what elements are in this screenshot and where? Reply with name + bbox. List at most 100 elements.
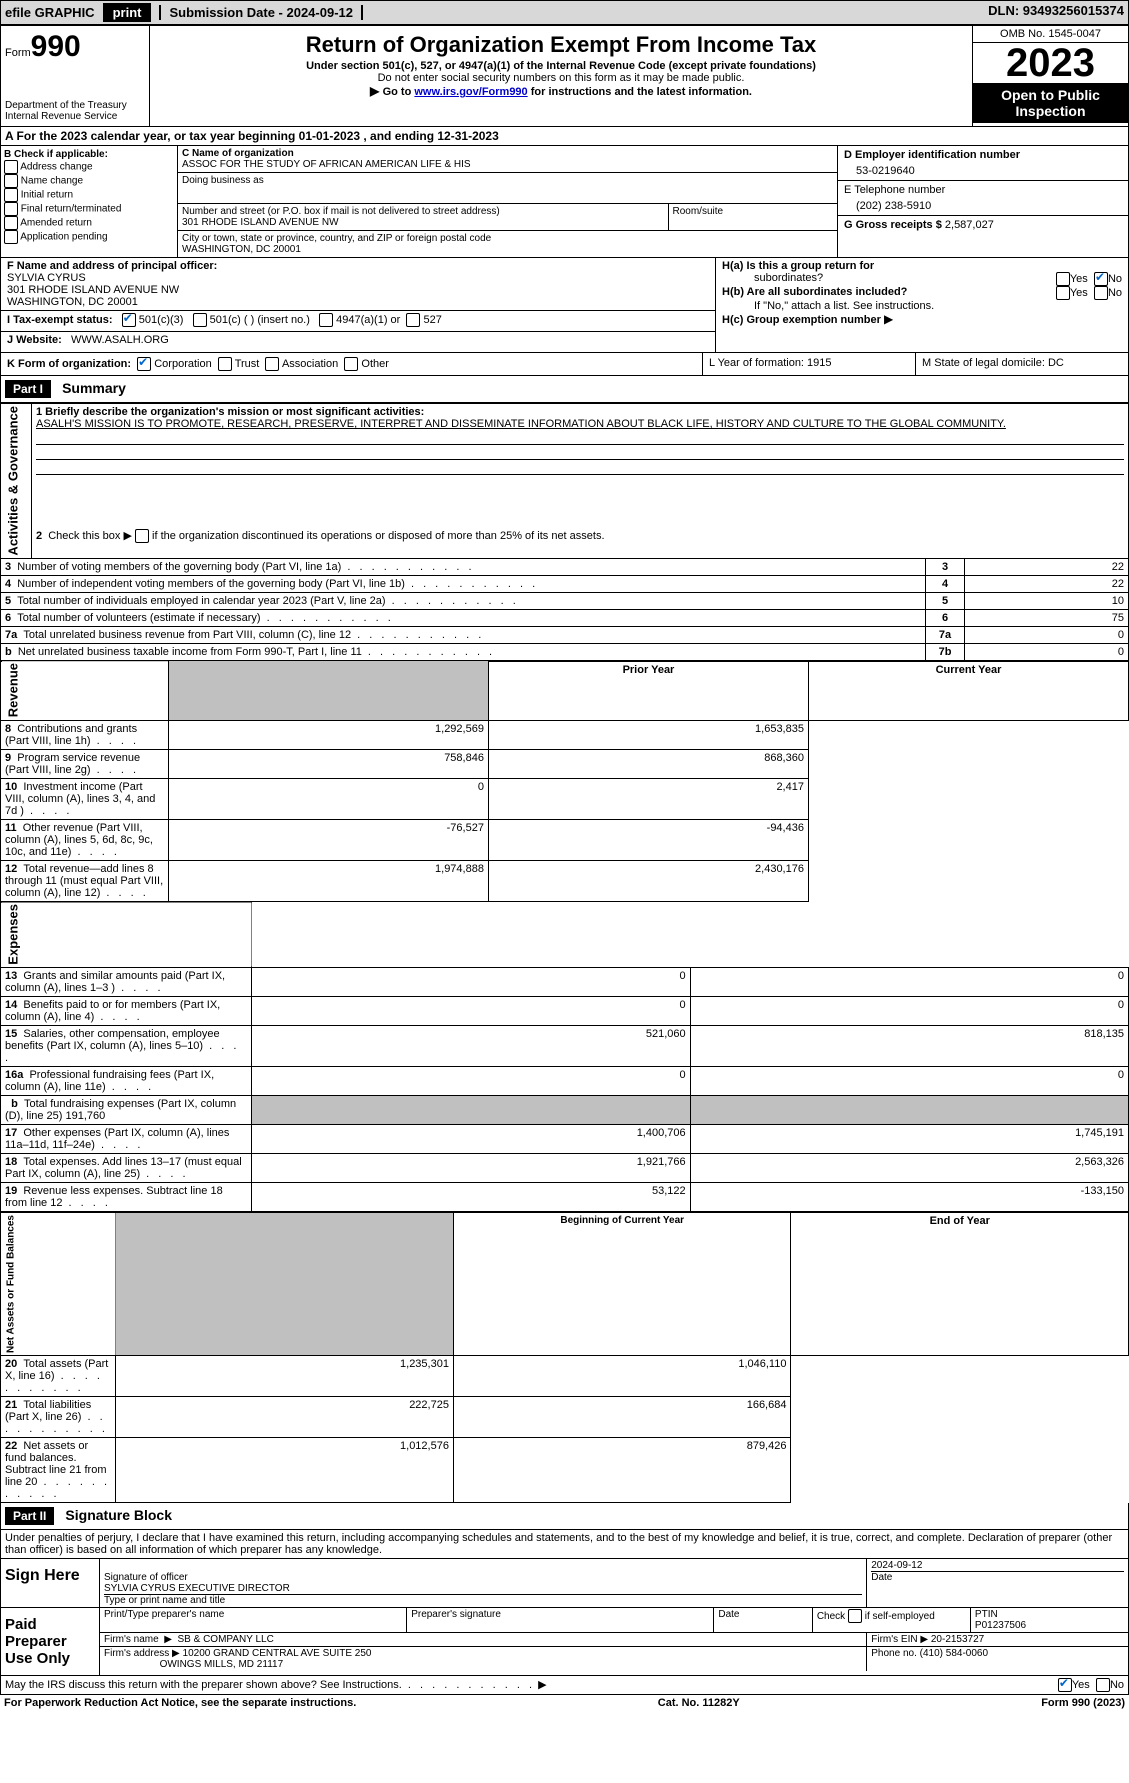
form-header: Form990 Department of the Treasury Inter… — [0, 25, 1129, 127]
label-yes: Yes — [1070, 273, 1088, 285]
label-name-change: Name change — [21, 176, 83, 187]
row-a-period: A For the 2023 calendar year, or tax yea… — [0, 127, 1129, 146]
expense-line-13: 13 Grants and similar amounts paid (Part… — [1, 968, 1129, 997]
sig-date-label: Date — [871, 1571, 1124, 1583]
check-self-employed[interactable] — [848, 1609, 862, 1623]
firm-label: Firm's name — [104, 1634, 159, 1645]
label-app-pending: Application pending — [20, 232, 107, 243]
form-prefix: Form — [5, 47, 31, 59]
prep-date-label: Date — [714, 1608, 812, 1632]
dba-label: Doing business as — [182, 175, 833, 186]
check-527[interactable] — [406, 313, 420, 327]
expense-line-14: 14 Benefits paid to or for members (Part… — [1, 997, 1129, 1026]
firm-name: SB & COMPANY LLC — [178, 1634, 274, 1645]
type-label: Type or print name and title — [104, 1594, 862, 1606]
side-expenses: Expenses — [1, 902, 252, 968]
check-ha-no[interactable] — [1094, 272, 1108, 286]
check-501c[interactable] — [193, 313, 207, 327]
check-discuss-no[interactable] — [1096, 1678, 1110, 1692]
paperwork-notice: For Paperwork Reduction Act Notice, see … — [4, 1697, 356, 1709]
check-final-return[interactable] — [4, 202, 18, 216]
check-name-change[interactable] — [4, 174, 18, 188]
public-inspection: Open to Public Inspection — [973, 83, 1128, 123]
part1-header: Part I — [5, 380, 51, 398]
goto-link[interactable]: www.irs.gov/Form990 — [414, 86, 527, 98]
penalties-text: Under penalties of perjury, I declare th… — [0, 1530, 1129, 1559]
side-netassets: Net Assets or Fund Balances — [1, 1213, 116, 1356]
dept-label: Department of the Treasury Internal Reve… — [5, 100, 145, 122]
officer-label: F Name and address of principal officer: — [7, 260, 709, 272]
officer-addr1: 301 RHODE ISLAND AVENUE NW — [7, 284, 709, 296]
sig-date: 2024-09-12 — [871, 1560, 1124, 1571]
submission-date: Submission Date - 2024-09-12 — [159, 5, 363, 20]
check-501c3[interactable] — [122, 313, 136, 327]
label-no2: No — [1108, 287, 1122, 299]
summary-table: Activities & Governance 1 Briefly descri… — [0, 403, 1129, 661]
hb-label: H(b) Are all subordinates included? — [722, 286, 907, 300]
gross-label: G Gross receipts $ — [844, 219, 942, 231]
revenue-line-10: 10 Investment income (Part VIII, column … — [1, 778, 1129, 819]
state-domicile: M State of legal domicile: DC — [916, 353, 1128, 375]
current-year-header: Current Year — [808, 661, 1128, 720]
check-address-change[interactable] — [4, 160, 18, 174]
sign-here-label: Sign Here — [1, 1559, 100, 1607]
discuss-yes: Yes — [1072, 1679, 1090, 1691]
check-4947[interactable] — [319, 313, 333, 327]
check-discontinued[interactable] — [135, 529, 149, 543]
q1-label: 1 Briefly describe the organization's mi… — [36, 406, 1124, 418]
form-subtitle: Under section 501(c), 527, or 4947(a)(1)… — [154, 60, 968, 72]
check-amended[interactable] — [4, 216, 18, 230]
netasset-line-21: 21 Total liabilities (Part X, line 26)22… — [1, 1397, 1129, 1438]
year-formation: L Year of formation: 1915 — [703, 353, 916, 375]
label-amended: Amended return — [20, 218, 92, 229]
q2-text: if the organization discontinued its ope… — [152, 530, 605, 542]
check-hb-yes[interactable] — [1056, 286, 1070, 300]
ein: 53-0219640 — [844, 161, 1122, 177]
form-title: Return of Organization Exempt From Incom… — [154, 32, 968, 58]
expense-line-b: b Total fundraising expenses (Part IX, c… — [1, 1096, 1129, 1125]
check-discuss-yes[interactable] — [1058, 1678, 1072, 1692]
check-ha-yes[interactable] — [1056, 272, 1070, 286]
check-app-pending[interactable] — [4, 230, 18, 244]
netasset-line-22: 22 Net assets or fund balances. Subtract… — [1, 1438, 1129, 1503]
officer-sig: SYLVIA CYRUS EXECUTIVE DIRECTOR — [104, 1583, 862, 1594]
footer: For Paperwork Reduction Act Notice, see … — [0, 1695, 1129, 1711]
ha-label: H(a) Is this a group return for — [722, 260, 874, 272]
officer-addr2: WASHINGTON, DC 20001 — [7, 296, 709, 308]
label-corp: Corporation — [154, 358, 211, 370]
part2-header: Part II — [5, 1507, 54, 1525]
addr: 301 RHODE ISLAND AVENUE NW — [182, 217, 664, 228]
addr-label: Number and street (or P.O. box if mail i… — [182, 206, 664, 217]
tax-year: 2023 — [973, 43, 1128, 83]
firm-addr1: 10200 GRAND CENTRAL AVE SUITE 250 — [183, 1648, 372, 1659]
expenses-table: Expenses 13 Grants and similar amounts p… — [0, 902, 1129, 1213]
label-assoc: Association — [282, 358, 338, 370]
part2-title: Signature Block — [57, 1507, 172, 1523]
check-corp[interactable] — [137, 357, 151, 371]
website-label: J Website: — [7, 334, 62, 346]
paid-preparer-label: Paid Preparer Use Only — [1, 1608, 100, 1675]
col-b-label: B Check if applicable: — [4, 149, 174, 160]
firm-phone: (410) 584-0060 — [920, 1648, 988, 1659]
discuss-no: No — [1110, 1679, 1124, 1691]
mission-text: ASALH'S MISSION IS TO PROMOTE, RESEARCH,… — [36, 418, 1124, 430]
print-button[interactable]: print — [103, 3, 152, 22]
expense-line-19: 19 Revenue less expenses. Subtract line … — [1, 1183, 1129, 1212]
revenue-line-8: 8 Contributions and grants (Part VIII, l… — [1, 720, 1129, 749]
firm-phone-label: Phone no. — [871, 1648, 917, 1659]
check-trust[interactable] — [218, 357, 232, 371]
label-trust: Trust — [235, 358, 260, 370]
tax-exempt-label: I Tax-exempt status: — [7, 314, 113, 326]
check-other[interactable] — [344, 357, 358, 371]
check-hb-no[interactable] — [1094, 286, 1108, 300]
website-value: WWW.ASALH.ORG — [71, 334, 169, 346]
label-address-change: Address change — [20, 162, 92, 173]
summary-line-b: b Net unrelated business taxable income … — [1, 643, 1129, 660]
label-527: 527 — [424, 314, 442, 326]
gross-receipts: 2,587,027 — [945, 219, 994, 231]
org-name-label: C Name of organization — [182, 148, 833, 159]
check-initial-return[interactable] — [4, 188, 18, 202]
revenue-line-11: 11 Other revenue (Part VIII, column (A),… — [1, 819, 1129, 860]
label-yes2: Yes — [1070, 287, 1088, 299]
check-assoc[interactable] — [265, 357, 279, 371]
